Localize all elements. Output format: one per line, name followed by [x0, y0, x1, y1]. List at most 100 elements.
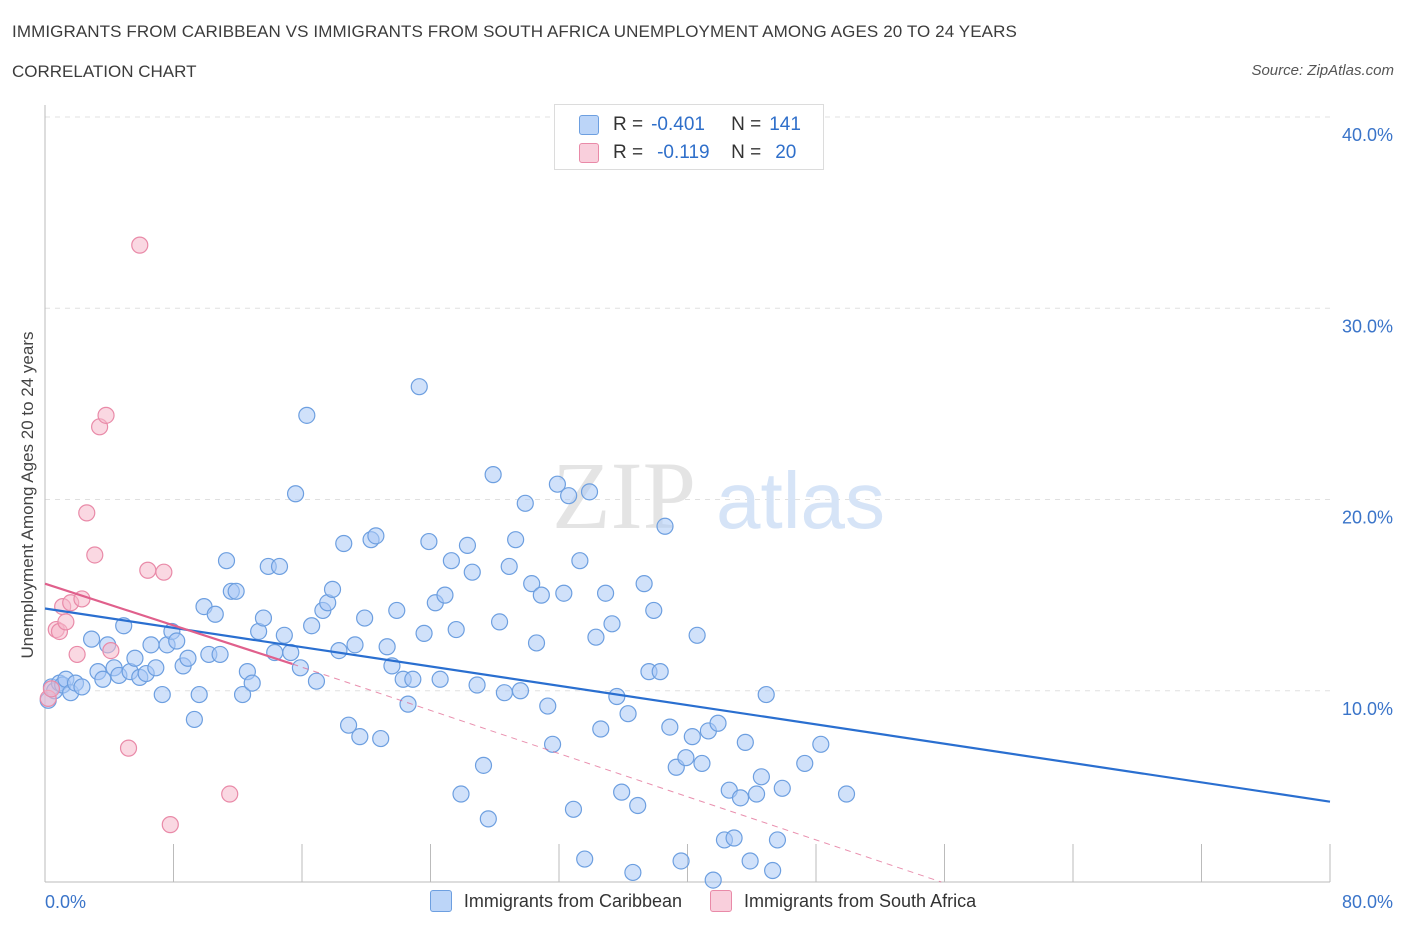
caribbean-point	[211, 645, 229, 664]
caribbean-point	[233, 685, 252, 704]
caribbean-point	[731, 789, 750, 807]
caribbean-point	[372, 729, 390, 748]
legend-swatch-south-africa	[710, 890, 732, 912]
caribbean-point	[796, 754, 814, 773]
south-africa-point	[68, 645, 86, 664]
legend-r-value: -0.401	[651, 114, 705, 135]
south-africa-point	[221, 785, 239, 803]
caribbean-point	[527, 634, 546, 652]
caribbean-point	[468, 676, 486, 694]
caribbean-point	[490, 613, 509, 631]
south-africa-point	[102, 641, 120, 660]
caribbean-point	[683, 728, 701, 746]
south-africa-point	[119, 739, 138, 757]
legend-item-south-africa: Immigrants from South Africa	[710, 890, 976, 912]
caribbean-point	[624, 863, 642, 882]
caribbean-point	[190, 685, 208, 704]
chart-subtitle: CORRELATION CHART	[12, 62, 197, 81]
caribbean-point	[495, 684, 513, 702]
caribbean-point	[168, 632, 186, 650]
caribbean-point	[672, 852, 690, 870]
south-africa-trend-line	[44, 582, 293, 666]
caribbean-point	[736, 733, 754, 751]
axes	[44, 105, 1331, 883]
x-tick-label: 80.0%	[1342, 892, 1393, 912]
caribbean-point	[812, 735, 830, 753]
legend-r-label: R =	[613, 114, 644, 135]
grid-lines	[45, 116, 1330, 692]
caribbean-point	[725, 829, 743, 847]
south-africa-trend-extension	[292, 663, 942, 883]
caribbean-point	[603, 615, 621, 633]
caribbean-point	[420, 532, 438, 551]
legend-r-value: -0.119	[657, 142, 710, 163]
caribbean-point	[587, 628, 605, 646]
caribbean-point	[523, 575, 541, 593]
caribbean-point	[619, 705, 637, 723]
legend-n-label: N =	[731, 142, 762, 163]
caribbean-point	[254, 609, 273, 627]
caribbean-point	[741, 852, 759, 870]
caribbean-point	[227, 582, 245, 600]
caribbean-point	[330, 641, 348, 660]
caribbean-point	[82, 630, 101, 648]
caribbean-point	[635, 575, 653, 593]
legend-swatch-caribbean	[579, 115, 599, 135]
caribbean-point	[463, 563, 481, 581]
caribbean-point	[479, 810, 497, 828]
caribbean-point	[275, 626, 293, 644]
caribbean-point	[555, 584, 573, 602]
caribbean-point	[592, 720, 610, 738]
caribbean-point	[206, 605, 224, 623]
legend-r-label: R =	[613, 142, 644, 163]
caribbean-point	[410, 378, 428, 396]
legend-n-label: N =	[731, 114, 762, 135]
y-tick-label: 40.0%	[1342, 125, 1393, 145]
caribbean-point	[768, 831, 787, 849]
caribbean-point	[656, 517, 674, 535]
legend-item-caribbean: Immigrants from Caribbean	[429, 890, 682, 912]
caribbean-point	[243, 674, 261, 692]
caribbean-point	[661, 718, 679, 736]
caribbean-point	[217, 552, 236, 570]
caribbean-point	[291, 659, 309, 677]
caribbean-point	[576, 850, 594, 868]
caribbean-point	[356, 609, 374, 627]
caribbean-point	[752, 768, 770, 786]
correlation-legend: R = -0.401 N = 141 R = -0.119 N = 20	[554, 104, 824, 170]
caribbean-point	[629, 796, 647, 815]
caribbean-point	[458, 536, 477, 555]
caribbean-point	[147, 659, 165, 677]
caribbean-point	[747, 785, 766, 803]
legend-label-south-africa: Immigrants from South Africa	[744, 890, 977, 911]
caribbean-point	[442, 552, 460, 570]
caribbean-point	[693, 754, 711, 773]
caribbean-point	[709, 714, 727, 732]
legend-n-value: 20	[775, 142, 797, 163]
caribbean-point	[511, 682, 530, 700]
series-south-africa-points	[39, 236, 239, 834]
caribbean-point	[608, 687, 626, 706]
caribbean-point	[543, 735, 562, 753]
caribbean-point	[307, 672, 326, 690]
caribbean-point	[323, 580, 342, 598]
caribbean-point	[548, 475, 566, 493]
caribbean-point	[837, 785, 856, 803]
chart-title: IMMIGRANTS FROM CARIBBEAN VS IMMIGRANTS …	[12, 22, 1017, 41]
caribbean-point	[645, 601, 663, 620]
caribbean-point	[142, 636, 160, 654]
series-legend: Immigrants from Caribbean Immigrants fro…	[0, 890, 1406, 912]
caribbean-point	[378, 638, 396, 656]
caribbean-point	[773, 779, 791, 797]
caribbean-point	[500, 557, 518, 576]
caribbean-point	[507, 531, 525, 549]
legend-row-south-africa: R = -0.119 N = 20	[579, 141, 796, 165]
caribbean-point	[286, 485, 305, 503]
y-axis-label: Unemployment Among Ages 20 to 24 years	[18, 331, 37, 659]
caribbean-point	[677, 749, 695, 767]
caribbean-point	[564, 800, 583, 818]
caribbean-point	[153, 685, 171, 704]
caribbean-point	[404, 670, 422, 688]
south-africa-point	[86, 546, 104, 564]
